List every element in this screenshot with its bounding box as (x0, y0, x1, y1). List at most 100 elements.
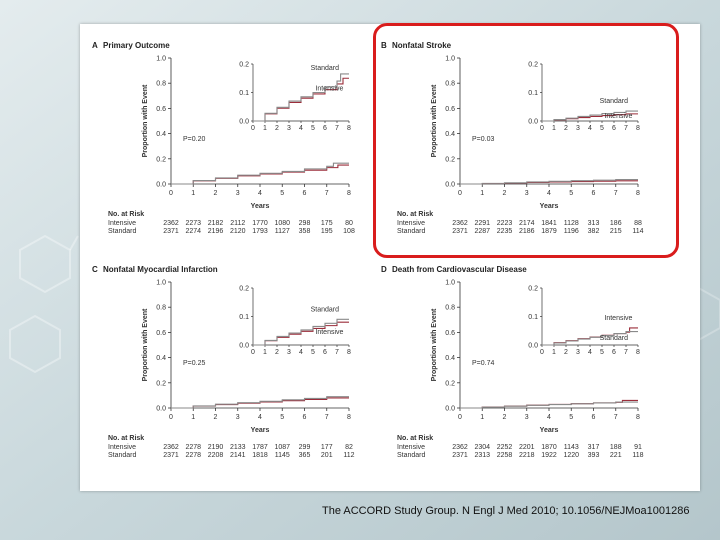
panel-b-inset-y-tick-label: 0.2 (528, 62, 538, 69)
panel-a-x-tick-label: 5 (280, 190, 284, 197)
panel-b-inset-x-tick-label: 7 (624, 125, 628, 132)
panel-a-inset-x-tick-label: 8 (347, 125, 351, 132)
panel-c-inset-x-tick-label: 6 (323, 349, 327, 356)
panel-b-x-tick-label: 4 (547, 190, 551, 197)
panel-c-x-tick-label: 0 (169, 414, 173, 421)
panel-a-risk-value: 1793 (252, 228, 268, 235)
panel-b-x-tick-label: 6 (592, 190, 596, 197)
panel-d-y-axis-label: Proportion with Event (431, 308, 438, 381)
panel-a-letter: A (92, 41, 98, 50)
panel-b-risk-row-label: Standard (397, 228, 426, 235)
panel-c-inset-x-tick-label: 1 (263, 349, 267, 356)
panel-b-risk-value: 114 (632, 228, 643, 235)
panel-a-risk-value: 2371 (163, 228, 179, 235)
panel-d-p-value: P=0.74 (472, 360, 494, 367)
panel-b-y-tick-label: 0.4 (445, 131, 455, 138)
panel-d-risk-value: 2218 (519, 452, 535, 459)
panel-d-inset-y-tick-label: 0.1 (528, 314, 538, 321)
panel-c-y-tick-label: 0.8 (156, 305, 166, 312)
panel-d-risk-value: 221 (610, 452, 622, 459)
panel-c-risk-value: 2278 (185, 452, 201, 459)
panel-a-risk-value: 2274 (185, 228, 201, 235)
panel-d-risk-value: 1922 (541, 452, 557, 459)
panel-a-risk-value: 108 (343, 228, 355, 235)
panel-c-risk-value: 1818 (252, 452, 268, 459)
panel-c-inset-x-tick-label: 2 (275, 349, 279, 356)
panel-d-risk-value: 118 (632, 452, 643, 459)
panel-d-x-tick-label: 2 (503, 414, 507, 421)
panel-a-risk-value: 2196 (208, 228, 224, 235)
panel-a-inset-x-tick-label: 4 (299, 125, 303, 132)
panel-b-x-tick-label: 8 (636, 190, 640, 197)
panel-b-y-tick-label: 0.8 (445, 81, 455, 88)
panel-b-inset-y-tick-label: 0.1 (528, 90, 538, 97)
panel-c-risk-value: 2190 (208, 444, 224, 451)
panel-b-x-tick-label: 0 (458, 190, 462, 197)
panel-c-y-tick-label: 0.2 (156, 380, 166, 387)
panel-c-inset-x-tick-label: 5 (311, 349, 315, 356)
panel-d-inset-x-tick-label: 6 (612, 349, 616, 356)
panel-a-risk-value: 358 (299, 228, 311, 235)
panel-b-y-tick-label: 0.6 (445, 106, 455, 113)
panel-d-x-tick-label: 7 (614, 414, 618, 421)
panel-c-y-tick-label: 0.6 (156, 330, 166, 337)
panel-b-inset-x-tick-label: 3 (576, 125, 580, 132)
panel-c-inset-label-standard: Standard (311, 306, 340, 313)
panel-c-risk-value: 177 (321, 444, 333, 451)
panel-d-inset-series-standard (542, 331, 638, 346)
panel-c-x-tick-label: 3 (236, 414, 240, 421)
panel-d-inset-x-tick-label: 2 (564, 349, 568, 356)
panel-b-risk-value: 2287 (474, 228, 490, 235)
panel-d-inset-label-standard: Standard (600, 335, 629, 342)
panel-d-inset-y-tick-label: 0.0 (528, 343, 538, 350)
panel-d-x-tick-label: 3 (525, 414, 529, 421)
panel-d-y-tick-label: 1.0 (445, 280, 455, 287)
panel-c-letter: C (92, 265, 98, 274)
panel-d-inset-x-tick-label: 4 (588, 349, 592, 356)
panel-a-x-tick-label: 2 (214, 190, 218, 197)
panel-d-inset-x-tick-label: 3 (576, 349, 580, 356)
panel-b-risk-value: 2223 (497, 220, 513, 227)
panel-a-risk-value: 298 (299, 220, 311, 227)
panel-d-inset-x-tick-label: 8 (636, 349, 640, 356)
panel-a-p-value: P=0.20 (183, 136, 205, 143)
panel-a-inset-y-tick-label: 0.0 (239, 119, 249, 126)
panel-c-risk-value: 1787 (252, 444, 268, 451)
chart-figure: A Primary Outcome 0.0 0.2 0.4 0.6 0.8 1.0 0 1 2 3 4 5… (92, 41, 644, 459)
panel-d-series-standard (460, 401, 638, 409)
panel-a-risk-header: No. at Risk (108, 211, 144, 218)
panel-d-risk-value: 1870 (541, 444, 557, 451)
panel-d-inset-y-tick-label: 0.2 (528, 286, 538, 293)
panel-a-risk-value: 80 (345, 220, 353, 227)
panel-b-risk-value: 2235 (497, 228, 513, 235)
panel-d-inset-x-tick-label: 7 (624, 349, 628, 356)
panel-b-risk-value: 186 (610, 220, 622, 227)
panel-a-x-tick-label: 0 (169, 190, 173, 197)
panel-a-y-tick-label: 0.6 (156, 106, 166, 113)
panel-d-risk-value: 2201 (519, 444, 535, 451)
panel-a-inset-x-tick-label: 3 (287, 125, 291, 132)
panel-c-risk-value: 82 (345, 444, 353, 451)
panel-a-y-tick-label: 0.0 (156, 182, 166, 189)
panel-c-inset-x-tick-label: 7 (335, 349, 339, 356)
panel-d-risk-value: 2362 (452, 444, 468, 451)
panel-a-title: Primary Outcome (103, 41, 170, 50)
panel-b-risk-value: 215 (610, 228, 622, 235)
panel-d-x-tick-label: 5 (569, 414, 573, 421)
panel-b-inset-y-tick-label: 0.0 (528, 119, 538, 126)
panel-c-risk-header: No. at Risk (108, 435, 144, 442)
panel-d-inset-x-tick-label: 1 (552, 349, 556, 356)
panel-a-x-tick-label: 3 (236, 190, 240, 197)
panel-d-risk-value: 317 (588, 444, 600, 451)
panel-c-x-axis-label: Years (251, 427, 270, 434)
panel-a-risk-value: 2273 (185, 220, 201, 227)
panel-a-inset-x-tick-label: 6 (323, 125, 327, 132)
panel-b-y-tick-label: 1.0 (445, 56, 455, 63)
panel-c-p-value: P=0.25 (183, 360, 205, 367)
panel-a-risk-value: 2120 (230, 228, 246, 235)
panel-a-risk-value: 2362 (163, 220, 179, 227)
panel-a-inset-label-standard: Standard (311, 65, 340, 72)
panel-a-y-tick-label: 0.2 (156, 156, 166, 163)
panel-d-title: Death from Cardiovascular Disease (392, 265, 527, 274)
panel-a-risk-value: 1770 (252, 220, 268, 227)
